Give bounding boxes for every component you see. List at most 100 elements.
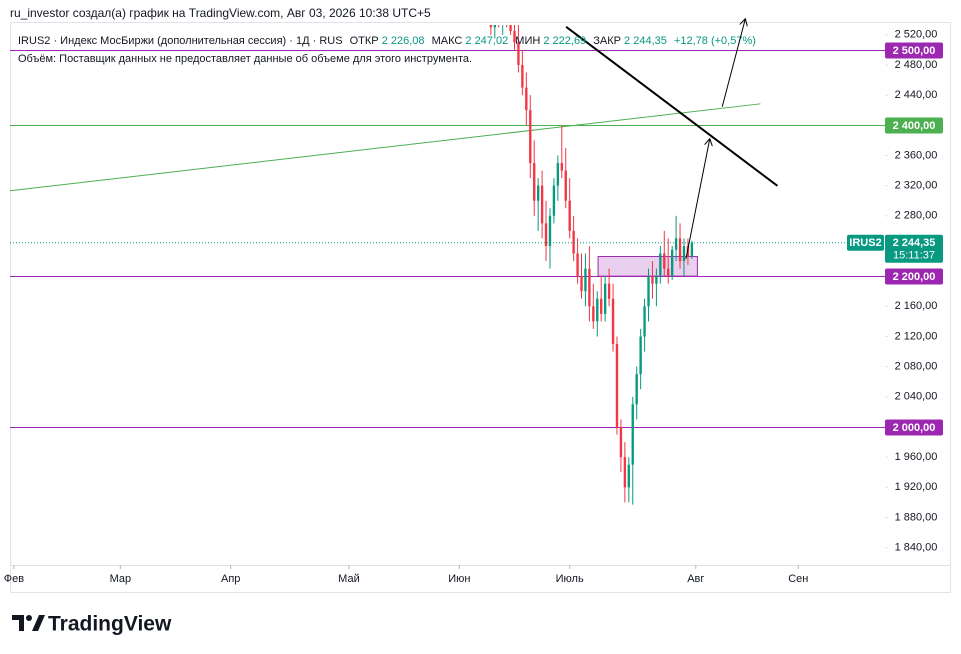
y-tick-label: 2 040,00 (895, 391, 938, 403)
candle-body (667, 268, 670, 277)
countdown-label: 15:11:37 (893, 250, 935, 262)
level-label-bg (885, 42, 943, 59)
x-tick-label: Июль (556, 573, 584, 585)
x-tick-label: Сен (788, 573, 808, 585)
candle-body (600, 298, 603, 314)
candle-body (548, 215, 552, 246)
candle-body (670, 249, 674, 277)
candle-body (564, 170, 567, 201)
candle-body (576, 253, 579, 277)
level-label: 2 400,00 (893, 120, 936, 132)
candle-body (639, 336, 642, 375)
candle-body (690, 242, 694, 257)
candle-body (536, 185, 540, 201)
candle-body (572, 230, 575, 254)
candle-body (489, 25, 493, 28)
candle-body (584, 268, 587, 292)
trend-line (565, 26, 778, 187)
candle-body (603, 283, 607, 314)
candle-body (552, 185, 556, 216)
legend-open: 2 226,08 (382, 35, 425, 47)
candle-body (611, 298, 615, 345)
candle-body (592, 306, 595, 322)
candle-body (647, 276, 650, 307)
candle-body (623, 457, 627, 488)
x-tick-label: Апр (221, 573, 240, 585)
candle-body (517, 42, 520, 65)
candle-body (619, 426, 623, 458)
candle-body (533, 163, 536, 201)
level-label-bg (885, 268, 943, 285)
axes: 1 840,00 1 880,00 1 920,00 1 960,00 2 040,00… (4, 29, 943, 585)
candle-body (596, 298, 599, 322)
candle-body (627, 464, 630, 488)
trend-line (10, 103, 761, 192)
candle-body (540, 185, 544, 224)
level-label: 2 500,00 (893, 45, 936, 57)
legend: IRUS2 · Индекс МосБиржи (дополнительная … (18, 35, 756, 47)
x-tick-label: Авг (687, 573, 704, 585)
brand-logo: TradingView (12, 613, 172, 636)
legend-close-label: ЗАКР (593, 35, 621, 47)
candle-body (513, 31, 516, 43)
symbol-label-bg (847, 234, 884, 251)
legend-close: 2 244,35 (624, 35, 667, 47)
level-label-bg (885, 419, 943, 436)
x-tick-label: Мар (110, 573, 132, 585)
legend-high-label: МАКС (432, 35, 463, 47)
level-label-bg (885, 117, 943, 134)
plot-area (10, 25, 885, 505)
range-box (597, 256, 698, 277)
y-tick-label: 1 960,00 (895, 451, 938, 463)
volume-note: Объём: Поставщик данных не предоставляет… (18, 53, 472, 65)
y-tick-label: 2 520,00 (895, 29, 938, 41)
y-tick-label: 2 080,00 (895, 361, 938, 373)
last-price-label: 2 244,35 (893, 237, 936, 249)
arrow (721, 20, 745, 107)
candle-body (631, 404, 634, 465)
candle-body (521, 64, 524, 88)
candle-body (615, 344, 619, 427)
candle-body (525, 87, 528, 111)
symbol-label: IRUS2 (849, 237, 881, 249)
y-tick-label: 1 920,00 (895, 481, 938, 493)
candle-body (651, 276, 654, 284)
x-tick-label: Фев (4, 573, 24, 585)
legend-change: +12,78 (+0,57%) (674, 35, 756, 47)
candle-body (659, 253, 662, 277)
candle-body (635, 374, 638, 405)
candle-body (643, 306, 646, 337)
y-tick-label: 2 280,00 (895, 210, 938, 222)
y-tick-label: 2 360,00 (895, 149, 938, 161)
y-tick-label: 2 320,00 (895, 180, 938, 192)
candle-body (674, 238, 678, 250)
candle-body (556, 163, 560, 186)
legend-high: 2 247,02 (465, 35, 508, 47)
candle-body (580, 276, 583, 292)
legend-open-label: ОТКР (350, 35, 379, 47)
candle-body (607, 283, 611, 299)
candle-body (588, 268, 591, 307)
candle-body (663, 253, 666, 269)
candle-body (678, 238, 682, 262)
arrow (685, 140, 710, 259)
candle-body (509, 25, 512, 32)
y-tick-label: 2 440,00 (895, 89, 938, 101)
x-tick-label: Май (338, 573, 360, 585)
candle-body (682, 245, 686, 262)
y-tick-label: 1 840,00 (895, 542, 938, 554)
candle-body (493, 25, 496, 28)
y-tick-label: 1 880,00 (895, 511, 938, 523)
legend-low: 2 222,69 (543, 35, 586, 47)
x-tick-label: Июн (448, 573, 470, 585)
level-label: 2 200,00 (893, 271, 936, 283)
y-tick-label: 2 120,00 (895, 330, 938, 342)
legend-low-label: МИН (515, 35, 540, 47)
y-tick-label: 2 480,00 (895, 59, 938, 71)
candle-body (544, 223, 548, 246)
author-line: ru_investor создал(а) график на TradingV… (10, 6, 431, 20)
